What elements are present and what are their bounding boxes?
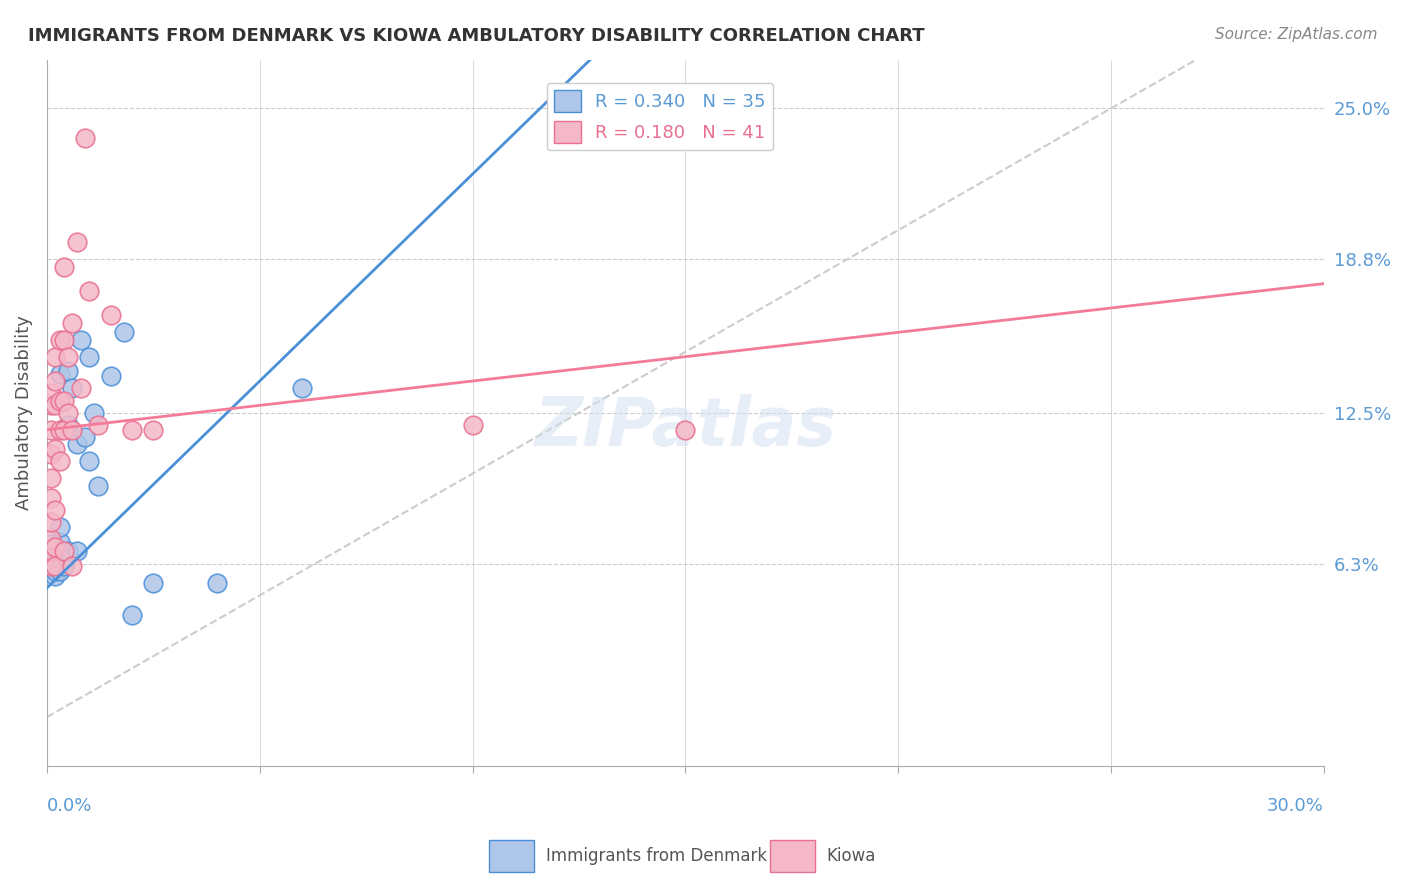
Point — [62, 559, 84, 574]
Point — [44, 569, 66, 583]
Point — [70, 381, 93, 395]
Point — [52, 333, 75, 347]
Point — [52, 393, 75, 408]
Point — [83, 406, 105, 420]
Point — [44, 442, 66, 457]
Point — [39, 515, 62, 529]
Point — [48, 544, 70, 558]
Text: Source: ZipAtlas.com: Source: ZipAtlas.com — [1215, 27, 1378, 42]
Point — [291, 381, 314, 395]
Text: Immigrants from Denmark: Immigrants from Denmark — [546, 847, 766, 865]
Point — [44, 559, 66, 574]
Point — [44, 557, 66, 571]
Point — [87, 479, 110, 493]
Point — [39, 447, 62, 461]
Point — [112, 326, 135, 340]
Point — [39, 471, 62, 485]
Point — [39, 423, 62, 437]
Point — [48, 564, 70, 578]
Point — [39, 386, 62, 401]
Point — [675, 423, 697, 437]
Point — [52, 544, 75, 558]
Point — [39, 544, 62, 558]
Point — [66, 235, 89, 250]
Point — [62, 423, 84, 437]
FancyBboxPatch shape — [770, 840, 815, 872]
Text: 0.0%: 0.0% — [46, 797, 93, 815]
Point — [87, 417, 110, 432]
Y-axis label: Ambulatory Disability: Ambulatory Disability — [15, 315, 32, 510]
Point — [461, 417, 484, 432]
Point — [142, 576, 165, 591]
Point — [39, 554, 62, 568]
Point — [48, 534, 70, 549]
Point — [100, 308, 122, 322]
Point — [44, 350, 66, 364]
Point — [39, 544, 62, 558]
Point — [100, 369, 122, 384]
Point — [44, 551, 66, 566]
Point — [66, 544, 89, 558]
Text: 30.0%: 30.0% — [1267, 797, 1324, 815]
Point — [48, 393, 70, 408]
Point — [44, 503, 66, 517]
Point — [52, 551, 75, 566]
Point — [39, 559, 62, 574]
Point — [121, 423, 143, 437]
Point — [70, 333, 93, 347]
Point — [56, 350, 79, 364]
Point — [39, 537, 62, 551]
Text: Kiowa: Kiowa — [827, 847, 876, 865]
Point — [48, 333, 70, 347]
Point — [56, 544, 79, 558]
Point — [44, 564, 66, 578]
Point — [44, 540, 66, 554]
Point — [62, 381, 84, 395]
Point — [56, 364, 79, 378]
Point — [39, 533, 62, 547]
Point — [52, 260, 75, 274]
Point — [75, 130, 97, 145]
Point — [52, 423, 75, 437]
Point — [56, 406, 79, 420]
Point — [48, 367, 70, 381]
Point — [121, 607, 143, 622]
Point — [79, 454, 101, 468]
Text: ZIPatlas: ZIPatlas — [534, 393, 837, 459]
Point — [39, 491, 62, 505]
Point — [52, 559, 75, 574]
Point — [48, 454, 70, 468]
Text: IMMIGRANTS FROM DENMARK VS KIOWA AMBULATORY DISABILITY CORRELATION CHART: IMMIGRANTS FROM DENMARK VS KIOWA AMBULAT… — [28, 27, 925, 45]
Point — [205, 576, 228, 591]
Point — [142, 423, 165, 437]
Point — [52, 557, 75, 571]
Point — [56, 417, 79, 432]
Point — [66, 437, 89, 451]
Point — [75, 430, 97, 444]
Point — [39, 559, 62, 574]
Point — [48, 423, 70, 437]
Point — [79, 284, 101, 298]
Point — [79, 350, 101, 364]
Point — [62, 316, 84, 330]
FancyBboxPatch shape — [489, 840, 534, 872]
Legend: R = 0.340   N = 35, R = 0.180   N = 41: R = 0.340 N = 35, R = 0.180 N = 41 — [547, 83, 773, 150]
Point — [44, 557, 66, 571]
Point — [44, 398, 66, 412]
Point — [48, 520, 70, 534]
Point — [44, 374, 66, 388]
Point — [39, 398, 62, 412]
